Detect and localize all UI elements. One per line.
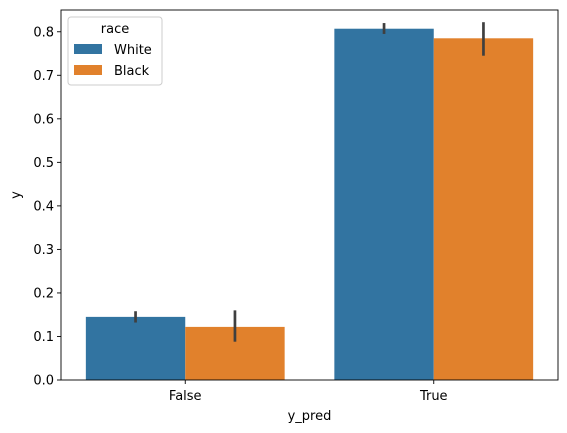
y-tick-label: 0.3 — [33, 243, 54, 258]
plot-frame — [60, 9, 559, 381]
bars-layer — [85, 28, 534, 380]
y-tick-label: 0.2 — [33, 286, 54, 301]
legend-title: race — [101, 22, 129, 37]
legend-swatch-white — [74, 44, 102, 54]
y-tick-label: 0.0 — [33, 374, 54, 389]
x-axis: False True — [169, 380, 448, 404]
y-tick-label: 0.6 — [33, 112, 54, 127]
bar-black-true — [433, 38, 534, 380]
legend: race White Black — [67, 16, 163, 86]
legend-label-white: White — [114, 43, 152, 58]
y-axis: 0.0 0.1 0.2 0.3 0.4 0.5 0.6 0.7 0.8 — [33, 25, 61, 389]
legend-label-black: Black — [114, 64, 150, 79]
errorbars-layer — [134, 22, 485, 342]
y-tick-label: 0.4 — [33, 199, 54, 214]
bar-white-false — [85, 316, 186, 380]
legend-entries: White Black — [74, 43, 152, 79]
y-tick-label: 0.7 — [33, 69, 54, 84]
x-axis-label: y_pred — [288, 409, 332, 424]
y-tick-label: 0.8 — [33, 25, 54, 40]
x-tick-label-false: False — [169, 389, 202, 404]
y-tick-label: 0.5 — [33, 156, 54, 171]
bar-white-true — [334, 28, 434, 380]
legend-swatch-black — [74, 65, 102, 75]
y-axis-label: y — [9, 191, 24, 199]
x-tick-label-true: True — [419, 389, 448, 404]
y-tick-label: 0.1 — [33, 330, 54, 345]
